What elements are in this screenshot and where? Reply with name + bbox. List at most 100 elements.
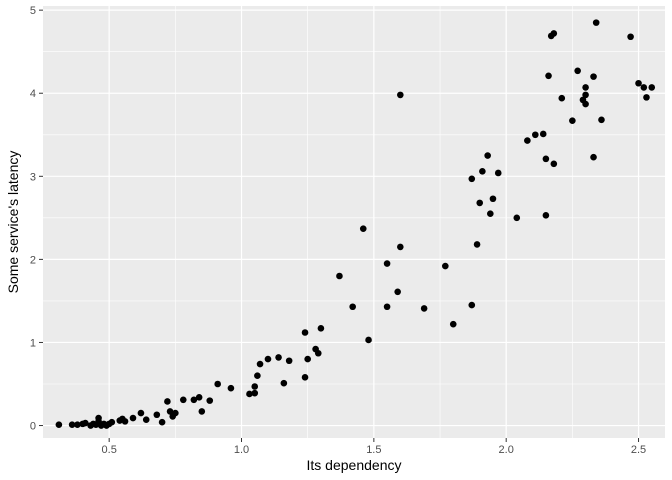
x-tick-label: 1.0 xyxy=(234,444,249,456)
data-point xyxy=(569,117,576,124)
data-point xyxy=(137,409,145,417)
data-point xyxy=(582,100,589,108)
data-point xyxy=(449,320,457,328)
data-point xyxy=(314,349,322,357)
data-point xyxy=(394,288,401,296)
data-point xyxy=(153,411,161,419)
y-tick-label: 5 xyxy=(30,5,36,17)
data-point xyxy=(172,409,179,417)
data-point xyxy=(640,84,648,91)
data-point xyxy=(582,84,589,91)
data-point xyxy=(251,383,259,390)
data-point xyxy=(473,241,481,248)
data-point xyxy=(592,19,600,26)
y-tick-label: 1 xyxy=(30,337,36,349)
y-tick-label: 3 xyxy=(30,171,36,183)
data-point xyxy=(108,418,116,426)
data-point xyxy=(542,155,550,163)
data-point xyxy=(383,260,391,267)
data-point xyxy=(68,421,76,429)
data-point xyxy=(158,418,166,426)
data-point xyxy=(246,390,253,398)
y-tick-label: 0 xyxy=(30,421,36,433)
data-point xyxy=(227,384,235,392)
data-point xyxy=(95,414,102,422)
data-point xyxy=(256,360,264,368)
data-point xyxy=(82,419,89,427)
data-point xyxy=(635,79,642,87)
data-point xyxy=(129,414,137,422)
x-tick-label: 2.5 xyxy=(631,444,646,456)
x-tick-label: 2.0 xyxy=(499,444,514,456)
data-point xyxy=(336,272,343,280)
data-points xyxy=(55,19,656,429)
y-axis-ticks: 0 1 2 3 4 5 xyxy=(30,5,43,433)
x-axis-ticks: 0.5 1.0 1.5 2.0 2.5 xyxy=(102,438,646,456)
data-point xyxy=(542,212,550,219)
data-point xyxy=(317,325,325,332)
data-point xyxy=(304,355,311,363)
data-point xyxy=(179,396,187,404)
data-point xyxy=(648,84,656,91)
data-point xyxy=(254,372,261,379)
data-point xyxy=(359,225,367,232)
data-point xyxy=(539,130,547,138)
data-point xyxy=(214,380,221,388)
data-point xyxy=(582,91,589,99)
data-point xyxy=(627,33,634,41)
data-point xyxy=(349,303,356,311)
data-point xyxy=(489,195,497,203)
x-axis-title: Its dependency xyxy=(307,457,402,473)
data-point xyxy=(142,416,150,424)
data-point xyxy=(280,379,288,387)
data-point xyxy=(164,398,171,405)
data-point xyxy=(121,418,129,425)
data-point xyxy=(365,336,372,344)
x-tick-label: 0.5 xyxy=(102,444,117,456)
data-point xyxy=(383,303,391,311)
data-point xyxy=(550,160,558,168)
data-point xyxy=(285,357,293,365)
data-point xyxy=(487,210,494,217)
major-gridlines xyxy=(43,6,665,438)
data-point xyxy=(558,94,566,102)
data-point xyxy=(442,262,449,270)
data-point xyxy=(206,397,214,404)
data-point xyxy=(397,91,404,99)
data-point xyxy=(397,243,404,251)
y-tick-label: 4 xyxy=(30,88,36,100)
data-point xyxy=(524,137,531,144)
data-point xyxy=(74,421,81,429)
data-point xyxy=(190,396,198,404)
data-point xyxy=(55,421,63,429)
data-point xyxy=(468,175,476,183)
data-point xyxy=(590,73,597,80)
data-point xyxy=(598,116,605,124)
data-point xyxy=(574,67,581,75)
data-point xyxy=(590,153,597,161)
data-point xyxy=(545,72,552,80)
data-point xyxy=(532,131,539,139)
data-point xyxy=(513,214,521,222)
x-tick-label: 1.5 xyxy=(366,444,381,456)
data-point xyxy=(301,374,309,381)
data-point xyxy=(484,152,491,159)
data-point xyxy=(166,408,174,415)
data-point xyxy=(479,168,486,175)
data-point xyxy=(420,305,428,312)
data-point xyxy=(198,408,206,415)
data-point xyxy=(195,393,203,401)
plot-panel xyxy=(43,6,665,438)
data-point xyxy=(468,301,476,309)
data-point xyxy=(275,354,282,361)
data-point xyxy=(494,169,502,177)
y-axis-title: Some service's latency xyxy=(5,151,21,294)
data-point xyxy=(643,94,650,101)
y-tick-label: 2 xyxy=(30,254,36,266)
minor-gridlines xyxy=(43,6,665,438)
data-point xyxy=(251,389,259,397)
data-point xyxy=(264,355,272,363)
data-point xyxy=(476,199,484,207)
data-point xyxy=(301,329,309,336)
